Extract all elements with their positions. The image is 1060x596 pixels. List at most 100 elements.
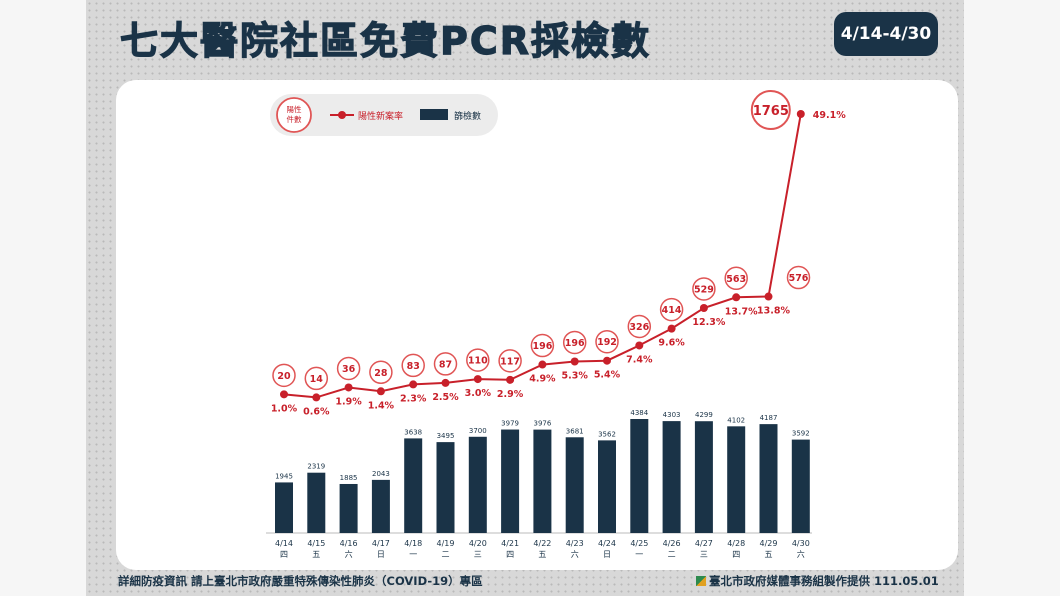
date-range-badge: 4/14-4/30 (834, 12, 938, 56)
bar (275, 482, 293, 533)
rate-label: 2.9% (497, 389, 524, 400)
badge-circle (627, 314, 652, 339)
positive-count-badge: 117 (500, 356, 520, 367)
rate-point (635, 341, 644, 350)
bar-value-label: 3979 (501, 420, 519, 428)
x-weekday-label: 四 (506, 550, 514, 559)
rate-point (603, 356, 611, 365)
x-weekday-label: 二 (668, 550, 676, 559)
legend-screened-label: 篩檢數 (454, 110, 481, 122)
badge-circle (272, 363, 296, 388)
x-tick-label: 4/19 (437, 539, 455, 548)
x-tick-label: 4/18 (404, 539, 422, 548)
badge-circle (562, 330, 587, 355)
bar (662, 421, 681, 533)
rate-label: 12.3% (692, 317, 725, 328)
x-tick-label: 4/15 (307, 539, 325, 548)
rate-point (506, 375, 515, 384)
rate-point (732, 293, 741, 302)
positive-count-badges: 20 14 36 28 83 87 110 117 196 196 192 326 414 529 563 5… (272, 90, 811, 391)
bar (694, 421, 713, 533)
bar-value-label: 4299 (695, 411, 713, 419)
x-weekday-label: 五 (765, 550, 773, 559)
rate-label: 0.6% (303, 406, 330, 417)
rate-markers (280, 110, 805, 402)
positive-count-badge: 529 (694, 284, 714, 295)
x-weekday-label: 五 (312, 550, 320, 559)
x-tick-label: 4/20 (469, 539, 487, 548)
x-tick-label: 4/25 (630, 539, 648, 548)
positive-count-badge: 326 (629, 322, 649, 333)
bar (307, 472, 326, 533)
badge-circle (724, 266, 748, 291)
bar (630, 419, 649, 533)
x-weekday-label: 三 (700, 550, 708, 559)
rate-label: 5.3% (562, 370, 589, 381)
bar-value-label: 3638 (404, 428, 422, 436)
legend-positive-count-label-1: 陽性 (287, 104, 302, 114)
x-tick-label: 4/28 (727, 539, 745, 548)
rate-point (667, 324, 676, 333)
rate-label: 1.9% (335, 396, 362, 407)
rate-point (538, 360, 547, 369)
badge-circle (530, 333, 555, 358)
bar (791, 439, 810, 533)
rate-point (473, 375, 482, 384)
badge-circle (369, 360, 393, 385)
bar-value-label: 4187 (760, 414, 778, 422)
footer-info-text: 詳細防疫資訊 請上臺北市政府嚴重特殊傳染性肺炎（COVID-19）專區 (118, 574, 483, 588)
footer-credit: 臺北市政府媒體事務組製作提供 111.05.01 (696, 573, 939, 589)
chart-card: 陽性 件數 陽性新案率 篩檢數 1945 2319 1885 2043 3638 3495… (116, 80, 958, 570)
bar (339, 483, 358, 533)
positive-count-badge: 192 (597, 337, 617, 348)
x-weekday-label: 日 (377, 550, 385, 559)
positive-count-badge: 196 (532, 341, 552, 352)
x-axis-labels: 4/14四4/15五4/16六4/17日4/18一4/19二4/20三4/21四… (275, 539, 810, 559)
x-weekday-label: 四 (732, 550, 740, 559)
bar-value-label: 3700 (469, 427, 487, 435)
bar-value-label: 4102 (727, 416, 745, 424)
x-tick-label: 4/27 (695, 539, 713, 548)
rate-point (764, 292, 773, 301)
legend-positive-rate-label: 陽性新案率 (358, 110, 403, 122)
bar-value-labels: 1945 2319 1885 2043 3638 3495 3700 3979 3976 3681… (275, 409, 810, 482)
x-weekday-label: 六 (797, 549, 805, 559)
badge-circle (750, 90, 791, 130)
badge-circle (304, 366, 329, 391)
rate-label: 9.6% (658, 338, 685, 349)
city-logo-icon (696, 576, 706, 586)
positive-count-badge: 414 (662, 305, 682, 316)
x-tick-label: 4/22 (533, 539, 551, 548)
bar (404, 438, 423, 533)
legend-background (270, 94, 498, 136)
bar (598, 440, 616, 533)
bar-value-label: 2043 (372, 470, 390, 478)
bar (371, 479, 390, 533)
legend-badge-swatch (276, 97, 312, 133)
legend-bar-swatch (420, 109, 448, 120)
footer-credit-text: 臺北市政府媒體事務組製作提供 111.05.01 (709, 574, 939, 588)
rate-point (409, 380, 418, 389)
badge-circle (692, 277, 716, 301)
bar-value-label: 1945 (275, 472, 293, 480)
rate-point (796, 110, 805, 118)
rate-label: 49.1% (813, 110, 846, 121)
bar (436, 442, 455, 533)
x-tick-label: 4/30 (792, 539, 810, 548)
chart: 陽性 件數 陽性新案率 篩檢數 1945 2319 1885 2043 3638 3495… (266, 90, 846, 559)
rate-point (280, 390, 288, 399)
rate-point (699, 303, 708, 312)
x-tick-label: 4/21 (501, 539, 519, 548)
bar-value-label: 4384 (630, 409, 648, 417)
bar-value-label: 1885 (340, 474, 358, 482)
rate-label: 7.4% (626, 354, 653, 365)
bar-value-label: 3976 (533, 420, 551, 428)
x-tick-label: 4/17 (372, 539, 390, 548)
rate-label: 1.4% (368, 400, 395, 411)
badge-circle (466, 348, 490, 372)
x-weekday-label: 日 (603, 550, 611, 559)
bar (468, 436, 487, 533)
badge-circle (595, 329, 619, 354)
x-weekday-label: 六 (345, 549, 353, 559)
